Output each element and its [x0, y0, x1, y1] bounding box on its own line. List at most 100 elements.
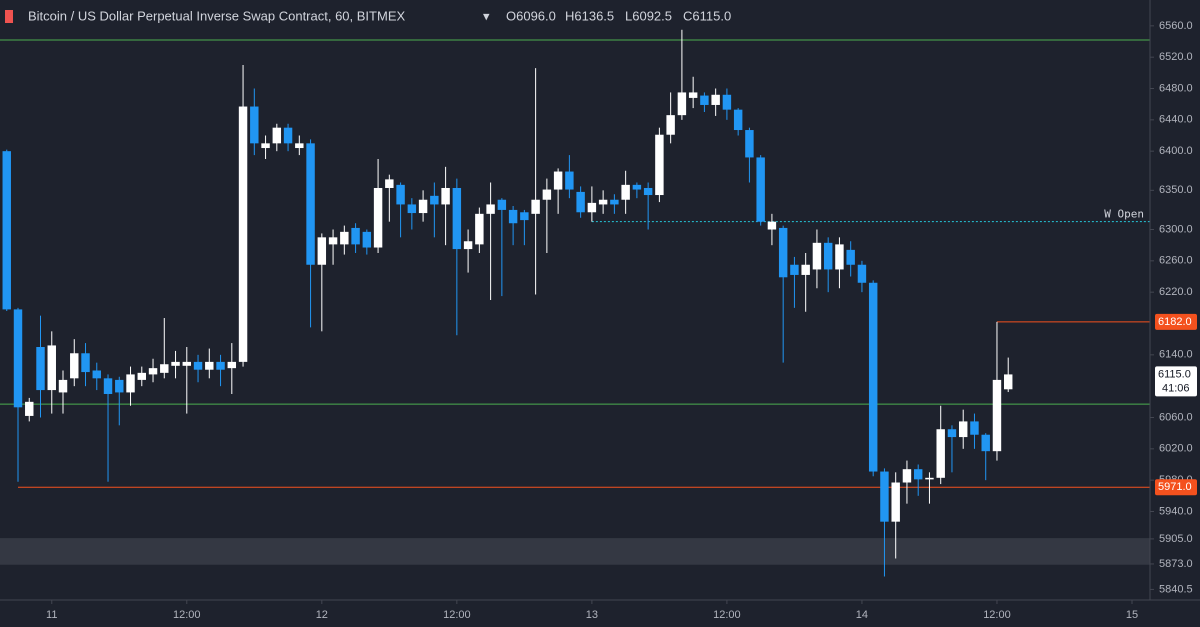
- candle-body: [216, 361, 225, 370]
- candle-body: [25, 401, 34, 416]
- candle-body: [160, 364, 169, 373]
- candle-body: [553, 171, 563, 190]
- candle-body: [970, 421, 979, 435]
- last-price-label: 6115.0: [1158, 368, 1191, 380]
- candle-body: [767, 221, 777, 230]
- y-tick-label: 5940.0: [1159, 505, 1193, 517]
- candle-body: [610, 199, 619, 205]
- y-tick-label: 5905.0: [1159, 533, 1193, 545]
- candle-body: [857, 264, 867, 283]
- candle-body: [171, 361, 180, 366]
- x-tick-label: 12:00: [443, 609, 471, 621]
- last-price-marker: [1155, 366, 1197, 397]
- zone: [0, 538, 1150, 565]
- candle-body: [925, 477, 934, 480]
- candle-body: [452, 187, 462, 250]
- candle-body: [936, 429, 945, 478]
- candle-body: [396, 184, 405, 205]
- candle-body: [801, 264, 810, 275]
- candle-body: [958, 421, 968, 438]
- y-tick-label: 6140.0: [1159, 349, 1193, 361]
- y-tick-label: 6260.0: [1159, 255, 1193, 267]
- y-tick-label: 6560.0: [1159, 20, 1193, 32]
- candle-body: [823, 242, 833, 270]
- y-tick-label: 5840.5: [1159, 583, 1193, 595]
- y-tick-label: 6520.0: [1159, 51, 1193, 63]
- candle-body: [340, 231, 349, 245]
- candle-body: [812, 242, 822, 270]
- candle-body: [486, 204, 495, 214]
- x-tick-label: 14: [856, 609, 868, 621]
- candle-body: [542, 189, 552, 200]
- candle-body: [655, 134, 664, 196]
- candle-body: [148, 368, 158, 375]
- candle-body: [835, 244, 844, 270]
- candle-body: [756, 157, 765, 222]
- plot-area: [0, 29, 1150, 577]
- legend-close: C6115.0: [683, 8, 731, 23]
- candle-body: [711, 94, 720, 105]
- candle-body: [70, 353, 79, 379]
- flag-icon[interactable]: [5, 10, 13, 23]
- candle-body: [778, 227, 788, 278]
- candle-body: [868, 282, 878, 472]
- candle-body: [587, 202, 597, 213]
- candle-body: [508, 209, 518, 224]
- candle-body: [677, 92, 687, 116]
- candle-body: [137, 372, 147, 380]
- x-tick-label: 11: [46, 609, 57, 621]
- price-marker: [1155, 313, 1197, 330]
- candle-body: [193, 361, 203, 370]
- candle-body: [272, 127, 282, 144]
- y-tick-label: 5873.0: [1159, 558, 1193, 570]
- candle-body: [115, 379, 124, 393]
- candle-body: [250, 106, 259, 144]
- candle-body: [790, 264, 799, 275]
- candle-body: [531, 199, 540, 214]
- candle-body: [317, 237, 327, 265]
- candle-body: [497, 199, 507, 210]
- candle-body: [745, 130, 754, 158]
- y-tick-label: 6440.0: [1159, 114, 1193, 126]
- y-tick-label: 6220.0: [1159, 286, 1193, 298]
- price-marker-label: 5971.0: [1158, 481, 1192, 493]
- candle-body: [283, 127, 293, 144]
- candle-body: [902, 469, 912, 483]
- countdown: 41:06: [1162, 382, 1190, 394]
- candle-body: [700, 95, 709, 105]
- candle-body: [520, 212, 529, 221]
- candle-body: [238, 106, 248, 362]
- y-tick-label: 6060.0: [1159, 411, 1193, 423]
- candle-body: [430, 195, 439, 205]
- candle-body: [182, 361, 192, 366]
- candle-body: [981, 434, 990, 452]
- candle-body: [81, 353, 90, 373]
- y-tick-label: 6020.0: [1159, 443, 1193, 455]
- candle-body: [362, 231, 372, 248]
- y-tick-label: 6300.0: [1159, 223, 1193, 235]
- candle-body: [126, 374, 135, 393]
- candle-body: [880, 471, 889, 522]
- y-tick-label: 6350.0: [1159, 184, 1193, 196]
- candle-body: [351, 227, 360, 245]
- legend-low: L6092.5: [625, 8, 672, 23]
- dropdown-arrow[interactable]: ▾: [483, 8, 490, 23]
- candle-body: [328, 237, 338, 245]
- x-tick-label: 12:00: [713, 609, 741, 621]
- legend-high: H6136.5: [565, 8, 614, 23]
- candle-body: [13, 309, 23, 408]
- candle-body: [643, 187, 653, 196]
- candle-body: [47, 345, 56, 391]
- candle-body: [475, 213, 484, 245]
- price-marker: [1155, 479, 1197, 496]
- x-tick-label: 12:00: [173, 609, 201, 621]
- candle-body: [565, 171, 574, 190]
- candle-body: [733, 109, 743, 131]
- x-tick-label: 12: [316, 609, 328, 621]
- candle-body: [463, 241, 473, 250]
- candle-body: [2, 151, 11, 310]
- candle-body: [598, 199, 608, 205]
- candle-body: [632, 184, 642, 190]
- price-marker-label: 6182.0: [1158, 316, 1192, 328]
